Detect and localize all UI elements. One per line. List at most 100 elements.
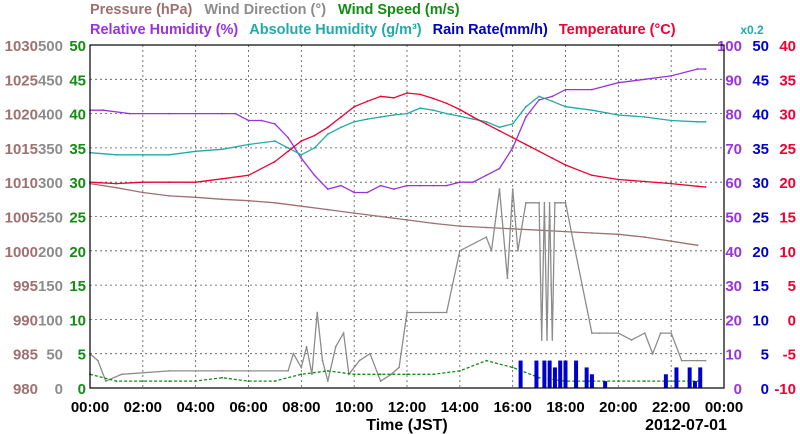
rain-rate-bar [674, 367, 679, 388]
rain-rate-bar [518, 360, 523, 388]
series-wind-speed-m-s-point [696, 380, 699, 382]
series-absolute-humidity-g-m-point [115, 153, 118, 156]
series-pressure-hpa-point [141, 191, 144, 194]
series-wind-speed-m-s [89, 359, 698, 382]
series-absolute-humidity-g-m-point [696, 120, 699, 123]
series-relative-humidity-point [102, 109, 105, 112]
y-tick-pressure: 1000 [5, 244, 38, 261]
series-wind-speed-m-s-point [538, 376, 540, 379]
series-absolute-humidity-g-m-point [221, 148, 224, 151]
y-tick-temperature: 10 [779, 244, 796, 261]
x-tick-label: 04:00 [176, 399, 214, 416]
y-tick-pressure: 1005 [5, 210, 38, 227]
series-wind-direction-point [379, 380, 382, 382]
series-relative-humidity-point [366, 191, 369, 194]
series-wind-direction-point [506, 277, 509, 280]
series-absolute-humidity-g-m-point [406, 112, 408, 115]
series-relative-humidity-point [591, 88, 593, 91]
series-relative-humidity-point [141, 112, 144, 115]
series-relative-humidity-point [194, 112, 197, 115]
y-tick-pressure: 1030 [5, 38, 38, 55]
y-tick-relative-humidity: 30 [725, 278, 742, 295]
series-absolute-humidity-g-m-point [353, 120, 356, 123]
y-tick-relative-humidity: 40 [725, 244, 742, 261]
series-wind-direction-point [517, 249, 519, 252]
series-temperature-c-point [704, 186, 707, 188]
series-wind-direction-point [696, 359, 699, 362]
rain-scale-note: x0.2 [740, 23, 764, 37]
series-pressure-hpa-point [221, 198, 224, 201]
series-relative-humidity-point [326, 188, 329, 191]
series-relative-humidity-point [234, 112, 237, 115]
series-absolute-humidity-g-m-point [564, 105, 567, 108]
y-tick-relative-humidity: 80 [725, 107, 742, 124]
y-tick-temperature: 35 [779, 72, 796, 89]
series-relative-humidity-point [617, 81, 620, 84]
series-temperature-c-point [445, 102, 448, 105]
series-absolute-humidity-g-m-point [300, 153, 303, 156]
series-absolute-humidity-g-m-point [168, 153, 171, 156]
legend-row-1: Pressure (hPa) Wind Direction (°) Wind Spe… [90, 2, 460, 18]
y-tick-temperature: 0 [788, 312, 796, 329]
y-tick-temperature: 30 [779, 107, 796, 124]
y-tick-pressure: 980 [13, 381, 38, 398]
y-tick-wind-direction: 50 [46, 347, 63, 364]
x-tick-label: 00:00 [705, 399, 743, 416]
y-tick-relative-humidity: 100 [717, 38, 742, 55]
series-relative-humidity-point [300, 157, 303, 160]
series-pressure-hpa-point [406, 219, 408, 221]
series-temperature-c-point [525, 143, 527, 146]
series-wind-speed-m-s-point [670, 380, 673, 382]
legend-entry: Rain Rate(mm/h) [433, 22, 548, 38]
series-temperature-c-point [538, 150, 540, 153]
series-temperature-c-point [498, 129, 501, 132]
series-absolute-humidity-g-m [89, 95, 706, 156]
series-absolute-humidity-g-m-point [591, 109, 593, 112]
series-relative-humidity-point [643, 78, 646, 81]
series-wind-speed-m-s-point [511, 366, 514, 369]
y-tick-relative-humidity: 50 [725, 210, 742, 227]
rain-rate-bar [558, 360, 563, 388]
series-absolute-humidity-g-m-point [326, 133, 329, 136]
series-temperature-c-point [551, 157, 554, 160]
series-wind-direction-point [445, 311, 448, 314]
series-absolute-humidity-g-m-point [366, 118, 369, 120]
series-relative-humidity-point [419, 184, 422, 187]
series-temperature-c-point [287, 150, 289, 153]
series-wind-direction-point [548, 201, 551, 204]
y-tick-temperature: 15 [779, 210, 796, 227]
series-absolute-humidity-g-m-point [704, 120, 707, 123]
series-wind-speed-m-s-point [247, 380, 250, 382]
y-tick-pressure: 985 [13, 347, 38, 364]
x-axis: 00:00 02:00 04:00 06:00 08:00 10:00 12:00 14:00… [71, 399, 743, 434]
series-pressure-hpa-point [643, 236, 646, 239]
y-tick-temperature: -5 [783, 347, 796, 364]
series-pressure-hpa-point [564, 230, 567, 233]
y-tick-rain-rate: 15 [752, 278, 769, 295]
series-temperature-c-point [432, 97, 435, 100]
series-pressure-hpa-point [326, 208, 329, 211]
series-temperature-c-point [326, 126, 329, 129]
rain-rate-bar [589, 374, 594, 388]
series-relative-humidity-point [458, 181, 461, 184]
y-tick-temperature: 20 [779, 175, 796, 192]
series-wind-speed-m-s-point [617, 380, 620, 382]
series-wind-direction-point [511, 188, 514, 191]
series-wind-direction-point [321, 359, 324, 362]
series-absolute-humidity-g-m-point [538, 95, 540, 98]
series-pressure-hpa-point [432, 222, 435, 225]
y-tick-wind-direction: 150 [38, 278, 63, 295]
series-wind-direction-point [617, 332, 620, 334]
rain-rate-bar [552, 367, 557, 388]
y-tick-rain-rate: 5 [761, 347, 769, 364]
x-tick-label: 00:00 [71, 399, 109, 416]
series-wind-speed-m-s-point [300, 373, 303, 376]
series-wind-direction-point [168, 370, 171, 372]
y-tick-wind-speed: 45 [69, 72, 86, 89]
series-wind-direction-point [358, 359, 361, 362]
series-temperature-c-point [340, 116, 342, 118]
series-absolute-humidity-g-m-point [472, 118, 474, 120]
y-tick-temperature: 5 [788, 278, 796, 295]
x-tick-label: 18:00 [546, 399, 584, 416]
x-tick-label: 16:00 [493, 399, 531, 416]
